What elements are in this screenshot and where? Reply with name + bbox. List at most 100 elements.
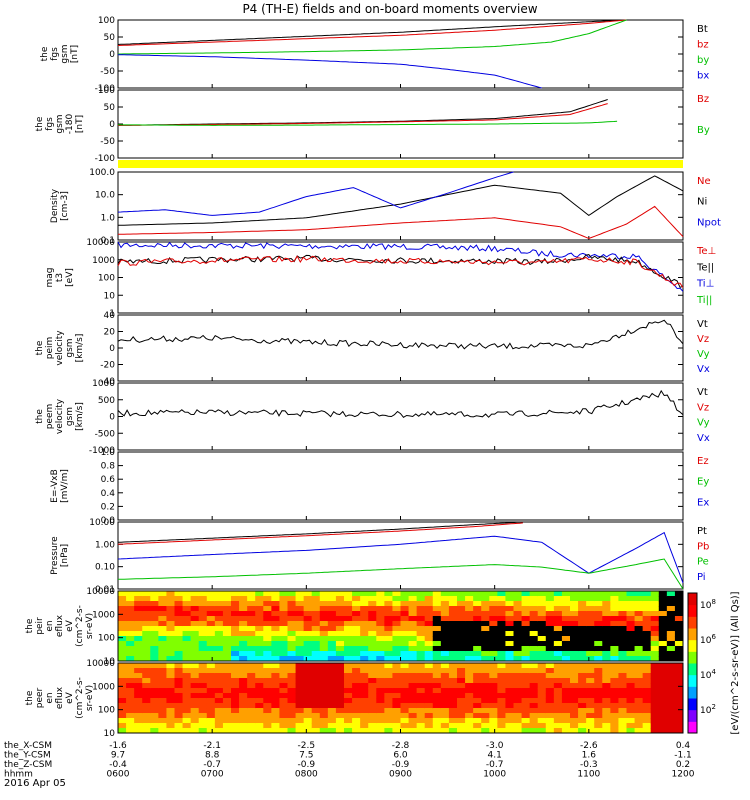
peir-spectrogram-cell — [650, 636, 660, 642]
peer-spectrogram-cell — [344, 688, 353, 694]
peer-spectrogram-cell — [594, 718, 603, 724]
peir-spectrogram-cell — [222, 656, 232, 662]
peer-spectrogram-cell — [376, 663, 385, 669]
peir-spectrogram-cell — [295, 621, 305, 627]
peer-spectrogram-cell — [537, 683, 547, 689]
peer-spectrogram-cell — [674, 698, 684, 704]
peir-spectrogram-cell — [190, 656, 200, 662]
peir-spectrogram-cell — [537, 611, 547, 617]
peir-spectrogram-cell — [311, 616, 321, 622]
peir-spectrogram-cell — [239, 641, 248, 647]
peer-spectrogram-cell — [400, 718, 410, 724]
peir-spectrogram-cell — [231, 656, 240, 662]
peir-spectrogram-cell — [489, 636, 498, 642]
peir-spectrogram-cell — [674, 616, 684, 622]
peer-spectrogram-cell — [416, 728, 426, 734]
peir-spectrogram-cell — [570, 651, 579, 657]
peir-spectrogram-cell — [513, 646, 523, 652]
peem-velocity-ylabel-line: peem — [45, 404, 55, 430]
peer-spectrogram-cell — [182, 728, 192, 734]
peir-spectrogram-cell — [424, 591, 434, 597]
peer-spectrogram-cell — [118, 693, 127, 699]
peir-spectrogram-cell — [360, 606, 369, 612]
peer-spectrogram-cell — [561, 698, 571, 704]
peir-spectrogram-cell — [586, 601, 595, 607]
pressure-ylabel-line: Pressure — [50, 536, 60, 575]
peer-spectrogram-cell — [529, 728, 539, 734]
peer-spectrogram-cell — [537, 703, 547, 709]
peer-spectrogram-cell — [529, 688, 539, 694]
peer-spectrogram-cell — [578, 678, 587, 684]
peir-spectrogram-cell — [344, 641, 353, 647]
peir-spectrogram-cell — [247, 601, 256, 607]
peer-spectrogram-cell — [263, 688, 272, 694]
peir-spectrogram-cell — [545, 641, 555, 647]
peir-spectrogram-cell — [174, 591, 184, 597]
peer-spectrogram-cell — [384, 663, 393, 669]
peer-spectrogram-cell — [400, 708, 410, 714]
peer-spectrogram-cell — [674, 708, 684, 714]
peir-spectrogram-cell — [561, 646, 571, 652]
peir-spectrogram-cell — [166, 606, 175, 612]
peir-spectrogram-cell — [626, 606, 636, 612]
peir-spectrogram-cell — [481, 596, 490, 602]
peir-spectrogram-cell — [465, 646, 474, 652]
peer-spectrogram-cell — [618, 678, 627, 684]
temperature-ytick-label: 1000 — [92, 256, 115, 266]
peer-spectrogram-cell — [206, 708, 216, 714]
peer-spectrogram-cell — [271, 693, 280, 699]
fgs-sm-ytick-label: -50 — [100, 137, 115, 147]
peer-spectrogram-cell — [424, 683, 434, 689]
peir-spectrogram-cell — [360, 616, 369, 622]
peer-spectrogram-cell — [521, 708, 531, 714]
peir-spectrogram-cell — [214, 601, 224, 607]
peer-spectrogram-cell — [376, 718, 385, 724]
peir-spectrogram-cell — [481, 631, 490, 637]
fgs-sm-series-Bz — [117, 103, 608, 126]
peer-spectrogram-cell — [335, 728, 345, 734]
peir-spectrogram-cell — [360, 626, 369, 632]
peer-spectrogram-cell — [465, 683, 474, 689]
peir-spectrogram-cell — [658, 601, 668, 607]
peir-spectrogram-cell — [126, 626, 135, 632]
peer-spectrogram-cell — [408, 678, 418, 684]
peer-spectrogram-cell — [344, 693, 353, 699]
peer-spectrogram-cell — [182, 723, 192, 729]
peer-spectrogram-cell — [222, 698, 232, 704]
peer-spectrogram-cell — [287, 723, 297, 729]
peer-spectrogram-cell — [222, 688, 232, 694]
peer-spectrogram-cell — [247, 698, 256, 704]
peir-spectrogram-cell — [553, 621, 563, 627]
peir-spectrogram-cell — [578, 611, 587, 617]
density-series-Npot — [117, 171, 514, 216]
peer-spectrogram-cell — [255, 668, 264, 674]
peer-spectrogram-cell — [545, 688, 555, 694]
peim-velocity-legend-Vz: Vz — [697, 334, 709, 345]
peir-spectrogram-cell — [368, 621, 377, 627]
peer-spectrogram-cell — [134, 698, 143, 704]
peer-spectrogram-cell — [416, 698, 426, 704]
peer-spectrogram-cell — [263, 668, 272, 674]
peer-spectrogram-cell — [448, 693, 458, 699]
peir-spectrogram-cell — [618, 621, 627, 627]
peer-spectrogram-cell — [432, 708, 442, 714]
peir-spectrogram-cell — [473, 651, 482, 657]
peer-spectrogram-cell — [497, 723, 506, 729]
peir-spectrogram-cell — [150, 611, 159, 617]
orbit-value: -1.1 — [674, 751, 692, 761]
peir-spectrogram-cell — [327, 651, 337, 657]
peir-spectrogram-cell — [368, 626, 377, 632]
peer-spectrogram-cell — [255, 688, 264, 694]
peir-spectrogram-cell — [457, 636, 466, 642]
peir-spectrogram-cell — [432, 621, 442, 627]
peer-spectrogram-cell — [400, 688, 410, 694]
peer-spectrogram-cell — [295, 663, 305, 669]
peir-spectrogram-cell — [440, 641, 450, 647]
peer-spectrogram-cell — [222, 678, 232, 684]
peer-spectrogram-cell — [570, 728, 579, 734]
peir-spectrogram-cell — [134, 641, 143, 647]
peir-spectrogram-cell — [368, 596, 377, 602]
peir-spectrogram-cell — [473, 596, 482, 602]
peir-spectrogram-ytick-label: 100 — [98, 634, 115, 644]
peer-spectrogram-cell — [271, 703, 280, 709]
